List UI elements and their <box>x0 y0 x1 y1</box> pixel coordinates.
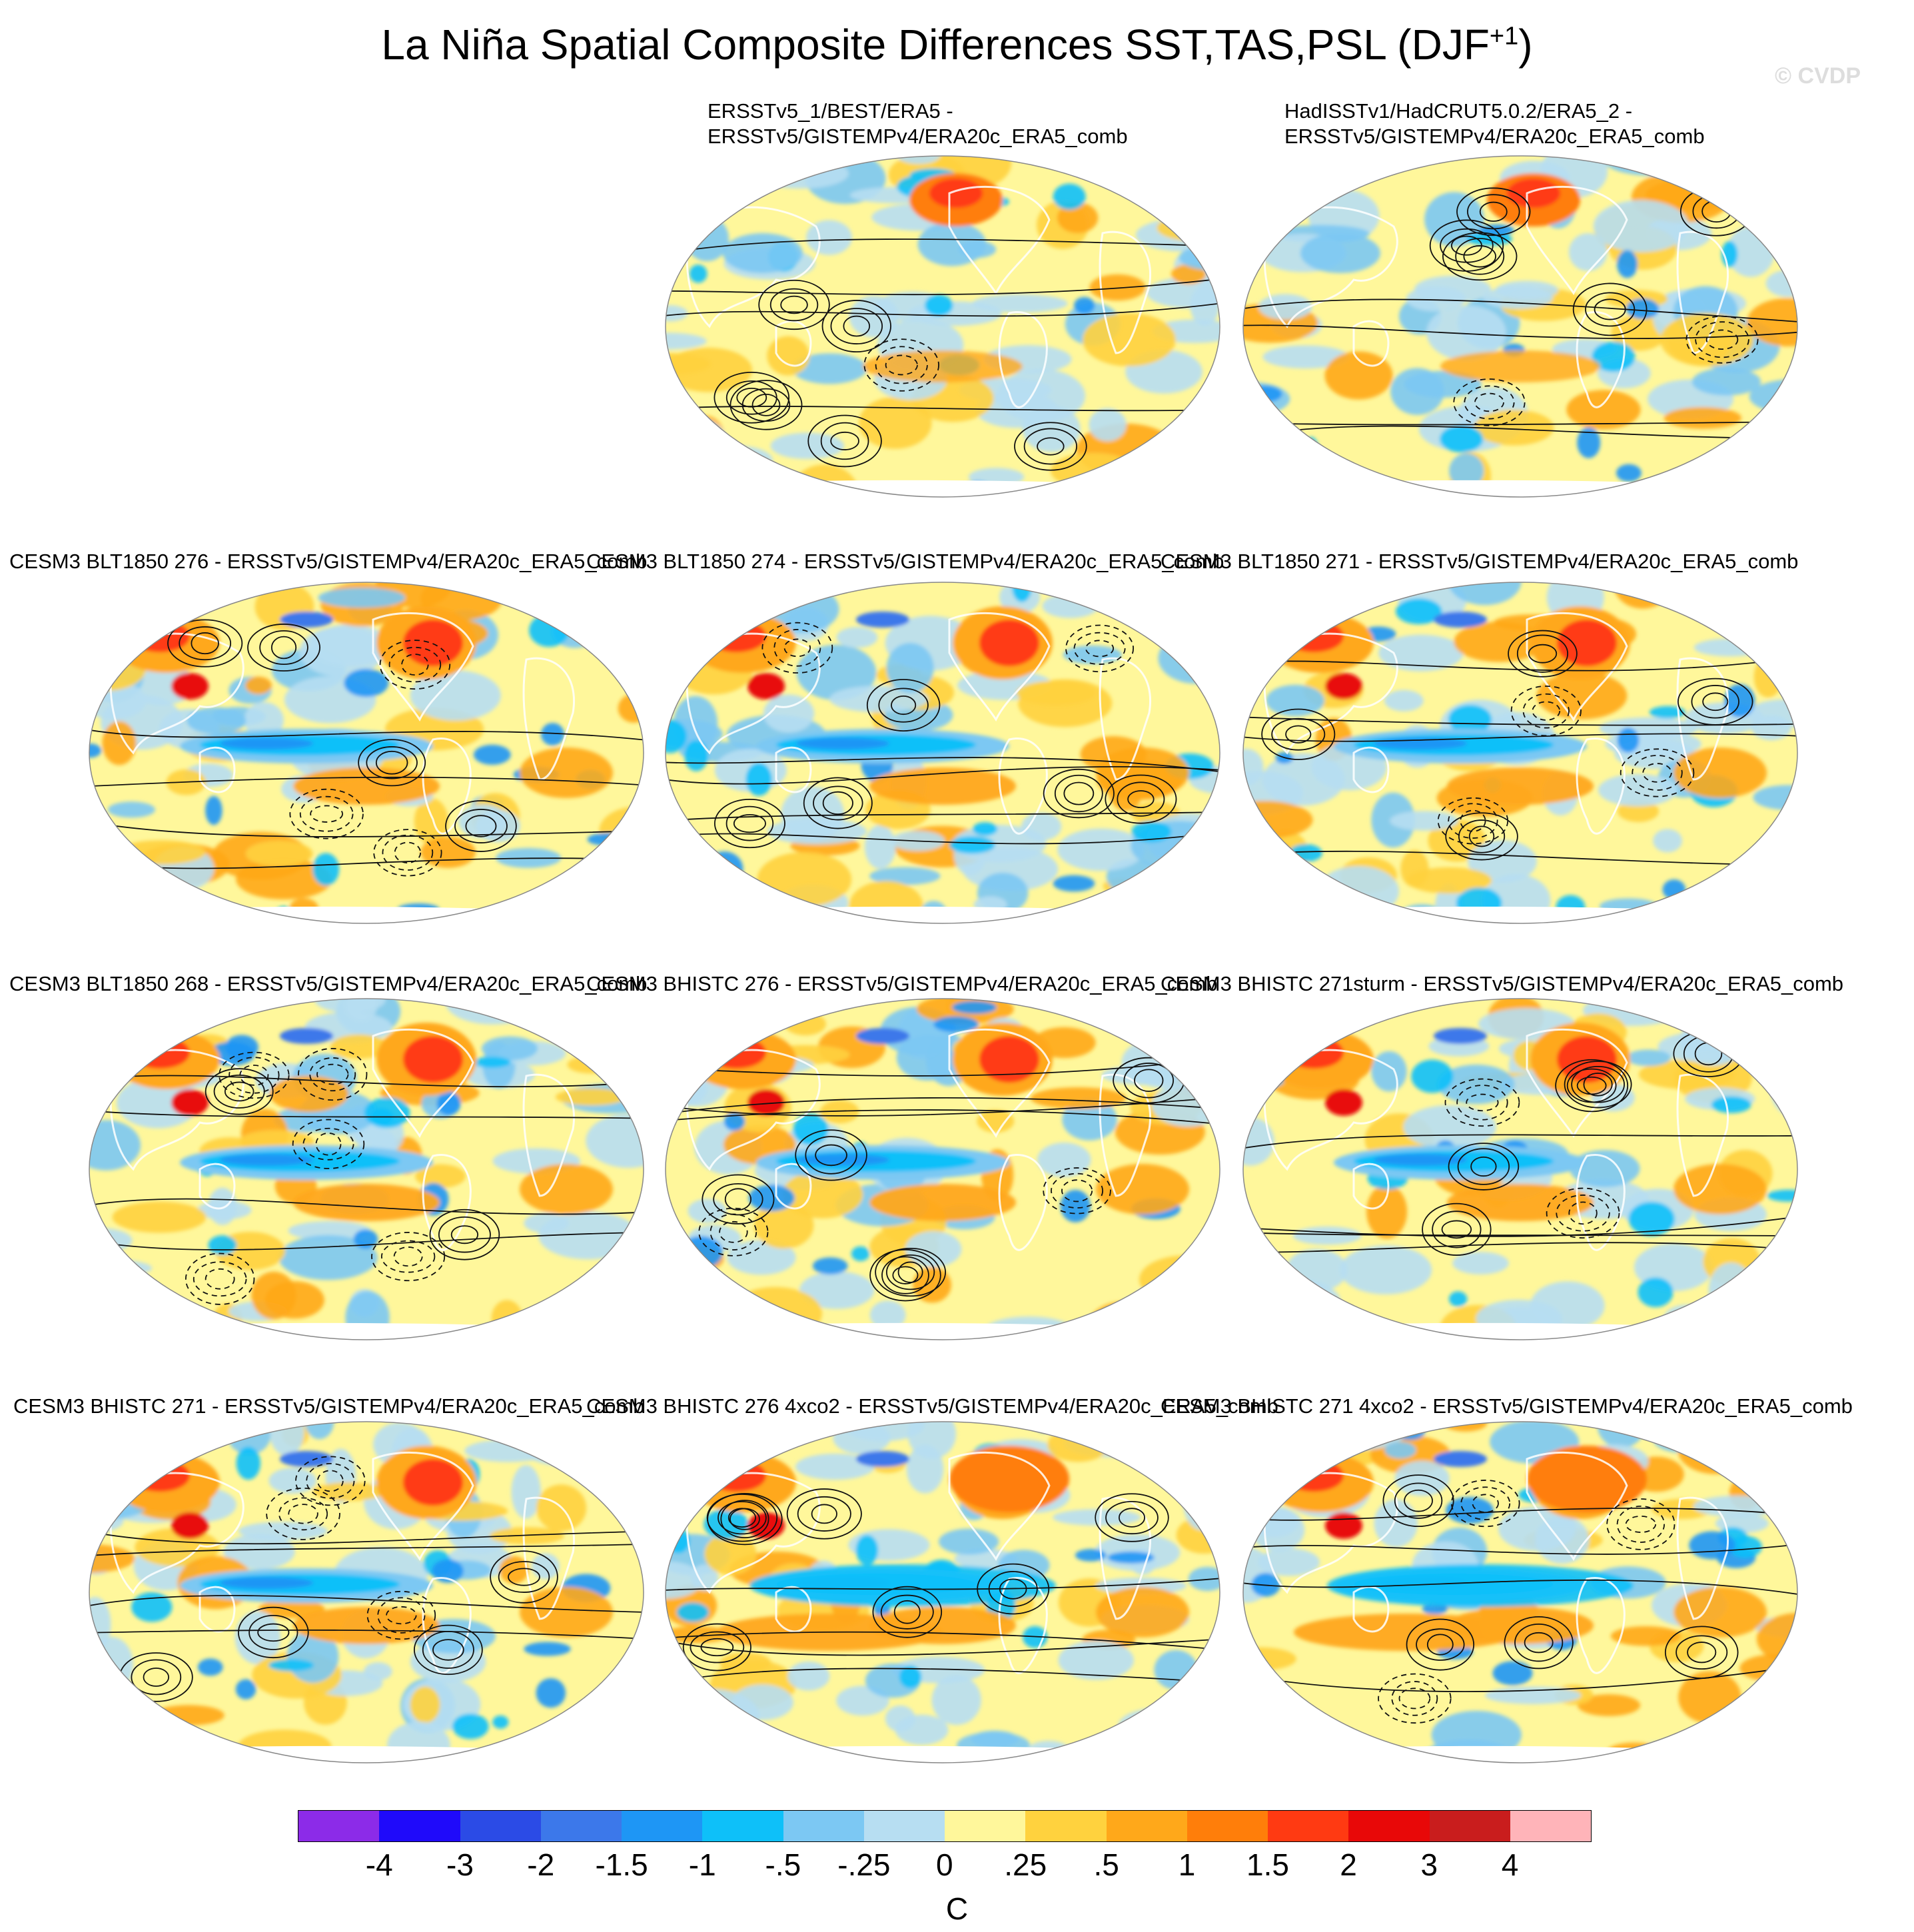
anomaly-field <box>1243 1422 1797 1763</box>
colorbar-tick-label: 4 <box>1501 1847 1519 1882</box>
composite-map <box>1242 582 1798 924</box>
composite-map <box>665 155 1220 498</box>
colorbar-tick-label: -1 <box>688 1847 716 1882</box>
colorbar-swatch <box>1025 1811 1107 1841</box>
psl-contours <box>666 239 1220 471</box>
composite-map <box>89 998 644 1340</box>
colorbar-swatch <box>945 1811 1026 1841</box>
coastlines <box>109 612 575 835</box>
colorbar-swatch <box>298 1811 380 1841</box>
composite-map <box>1242 155 1798 498</box>
anomaly-field <box>1243 999 1797 1340</box>
panel-title: HadISSTv1/HadCRUT5.0.2/ERA5_2 - ERSSTv5/… <box>1284 99 1705 148</box>
colorbar <box>298 1810 1592 1842</box>
panel-title: CESM3 BHISTC 276 4xco2 - ERSSTv5/GISTEMP… <box>586 1394 1278 1418</box>
coastlines <box>686 612 1151 835</box>
anomaly-field <box>666 1422 1220 1763</box>
colorbar-tick-label: -3 <box>446 1847 474 1882</box>
anomaly-field <box>666 582 1220 923</box>
page-title: La Niña Spatial Composite Differences SS… <box>381 21 1533 69</box>
colorbar-swatch <box>1429 1811 1510 1841</box>
colorbar-tick-label: -2 <box>527 1847 555 1882</box>
colorbar-tick-label: 1.5 <box>1246 1847 1289 1882</box>
coastlines <box>1263 1451 1729 1674</box>
psl-contours <box>1243 1030 1797 1256</box>
composite-map <box>665 582 1220 924</box>
psl-contours <box>1243 630 1797 867</box>
psl-contours <box>1243 186 1797 440</box>
colorbar-swatch <box>1268 1811 1349 1841</box>
colorbar-swatch <box>540 1811 622 1841</box>
panel-title: CESM3 BLT1850 276 - ERSSTv5/GISTEMPv4/ER… <box>9 550 648 573</box>
colorbar-tick-label: -.25 <box>837 1847 891 1882</box>
psl-contours <box>666 1488 1220 1684</box>
anomaly-field <box>89 999 644 1340</box>
composite-map <box>665 998 1220 1340</box>
panel-title: CESM3 BLT1850 271 - ERSSTv5/GISTEMPv4/ER… <box>1161 550 1799 573</box>
colorbar-tick-label: -4 <box>365 1847 393 1882</box>
panel-title: ERSSTv5_1/BEST/ERA5 - ERSSTv5/GISTEMPv4/… <box>708 99 1128 148</box>
panel-title: CESM3 BLT1850 274 - ERSSTv5/GISTEMPv4/ER… <box>586 550 1224 573</box>
colorbar-unit-label: C <box>945 1891 969 1926</box>
colorbar-tick-label: -1.5 <box>595 1847 648 1882</box>
psl-contours <box>89 1047 644 1305</box>
colorbar-swatch <box>863 1811 945 1841</box>
coastlines <box>686 185 1151 408</box>
panel-title: CESM3 BLT1850 268 - ERSSTv5/GISTEMPv4/ER… <box>9 972 648 995</box>
colorbar-tick-label: 0 <box>936 1847 953 1882</box>
colorbar-tick-label: 3 <box>1420 1847 1438 1882</box>
coastlines <box>686 1451 1151 1674</box>
composite-map <box>89 1421 644 1763</box>
coastlines <box>109 1451 575 1674</box>
colorbar-swatch <box>1106 1811 1187 1841</box>
copyright-watermark: © CVDP <box>1775 63 1861 89</box>
colorbar-swatch <box>622 1811 703 1841</box>
panel-title: CESM3 BHISTC 276 - ERSSTv5/GISTEMPv4/ERA… <box>586 972 1218 995</box>
colorbar-swatch <box>1510 1811 1591 1841</box>
panel-title: CESM3 BHISTC 271sturm - ERSSTv5/GISTEMPv… <box>1161 972 1844 995</box>
coastlines <box>1263 185 1729 408</box>
psl-contours <box>666 1057 1220 1302</box>
composite-map <box>89 582 644 924</box>
colorbar-tick-label: .25 <box>1004 1847 1047 1882</box>
coastlines <box>1263 1028 1729 1251</box>
anomaly-field <box>89 1422 644 1763</box>
coastlines <box>109 1028 575 1251</box>
colorbar-swatch <box>460 1811 541 1841</box>
composite-map <box>1242 1421 1798 1763</box>
anomaly-field <box>666 156 1220 497</box>
colorbar-swatch <box>702 1811 783 1841</box>
colorbar-tick-label: -.5 <box>765 1847 801 1882</box>
psl-contours <box>89 1456 644 1702</box>
panel-title: CESM3 BHISTC 271 4xco2 - ERSSTv5/GISTEMP… <box>1161 1394 1853 1418</box>
psl-contours <box>666 622 1220 849</box>
composite-map <box>665 1421 1220 1763</box>
colorbar-swatch <box>379 1811 460 1841</box>
anomaly-field <box>1243 582 1797 923</box>
colorbar-tick-label: .5 <box>1093 1847 1119 1882</box>
colorbar-tick-label: 1 <box>1178 1847 1196 1882</box>
anomaly-field <box>1243 156 1797 497</box>
colorbar-tick-label: 2 <box>1340 1847 1357 1882</box>
colorbar-swatch <box>783 1811 864 1841</box>
panel-title: CESM3 BHISTC 271 - ERSSTv5/GISTEMPv4/ERA… <box>13 1394 645 1418</box>
colorbar-swatch <box>1348 1811 1430 1841</box>
anomaly-field <box>666 999 1220 1340</box>
anomaly-field <box>89 582 644 923</box>
colorbar-swatch <box>1187 1811 1268 1841</box>
composite-map <box>1242 998 1798 1340</box>
